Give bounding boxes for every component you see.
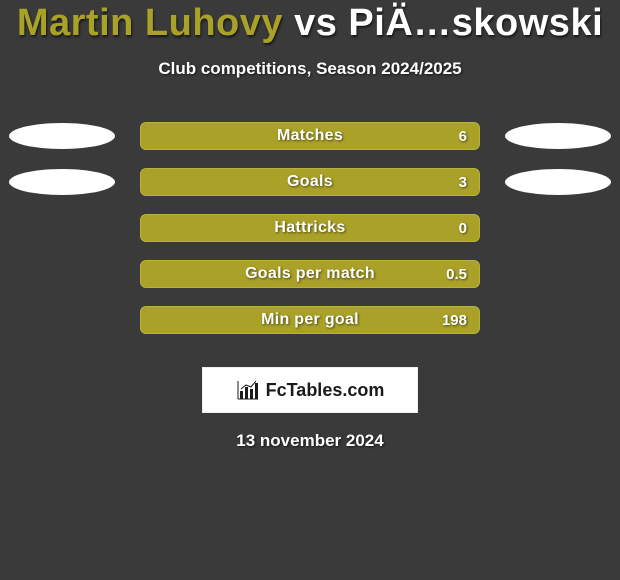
right-side xyxy=(498,169,618,195)
stat-bar: Min per goal 198 xyxy=(140,306,480,334)
stat-value: 198 xyxy=(442,312,467,329)
stat-value: 0 xyxy=(459,220,467,237)
right-side xyxy=(498,123,618,149)
player2-name: PiÄ…skowski xyxy=(348,2,603,44)
stat-value: 0.5 xyxy=(446,266,467,283)
left-side xyxy=(2,169,122,195)
player2-oval xyxy=(505,123,611,149)
stat-bar: Matches 6 xyxy=(140,122,480,150)
stat-row: Goals 3 xyxy=(0,159,620,205)
stat-label: Matches xyxy=(277,127,343,145)
stat-row: Goals per match 0.5 xyxy=(0,251,620,297)
stat-row: Matches 6 xyxy=(0,113,620,159)
date-text: 13 november 2024 xyxy=(0,431,620,451)
player2-oval xyxy=(505,169,611,195)
stat-rows: Matches 6 Goals 3 Hattricks 0 Goals per match 0… xyxy=(0,113,620,343)
bar-chart-icon xyxy=(236,379,260,401)
player1-oval xyxy=(9,169,115,195)
stat-row: Hattricks 0 xyxy=(0,205,620,251)
stat-label: Goals per match xyxy=(245,265,375,283)
stat-label: Min per goal xyxy=(261,311,359,329)
comparison-card: Martin Luhovy vs PiÄ…skowski Club compet… xyxy=(0,0,620,451)
stat-row: Min per goal 198 xyxy=(0,297,620,343)
stat-label: Hattricks xyxy=(274,219,345,237)
page-title: Martin Luhovy vs PiÄ…skowski xyxy=(0,2,620,45)
stat-label: Goals xyxy=(287,173,333,191)
vs-text: vs xyxy=(283,2,348,44)
player1-name: Martin Luhovy xyxy=(17,2,283,44)
stat-value: 3 xyxy=(459,174,467,191)
branding-text: FcTables.com xyxy=(266,380,385,401)
left-side xyxy=(2,123,122,149)
subtitle: Club competitions, Season 2024/2025 xyxy=(0,59,620,79)
stat-bar: Hattricks 0 xyxy=(140,214,480,242)
stat-bar: Goals per match 0.5 xyxy=(140,260,480,288)
branding-badge[interactable]: FcTables.com xyxy=(202,367,418,413)
stat-value: 6 xyxy=(459,128,467,145)
stat-bar: Goals 3 xyxy=(140,168,480,196)
player1-oval xyxy=(9,123,115,149)
